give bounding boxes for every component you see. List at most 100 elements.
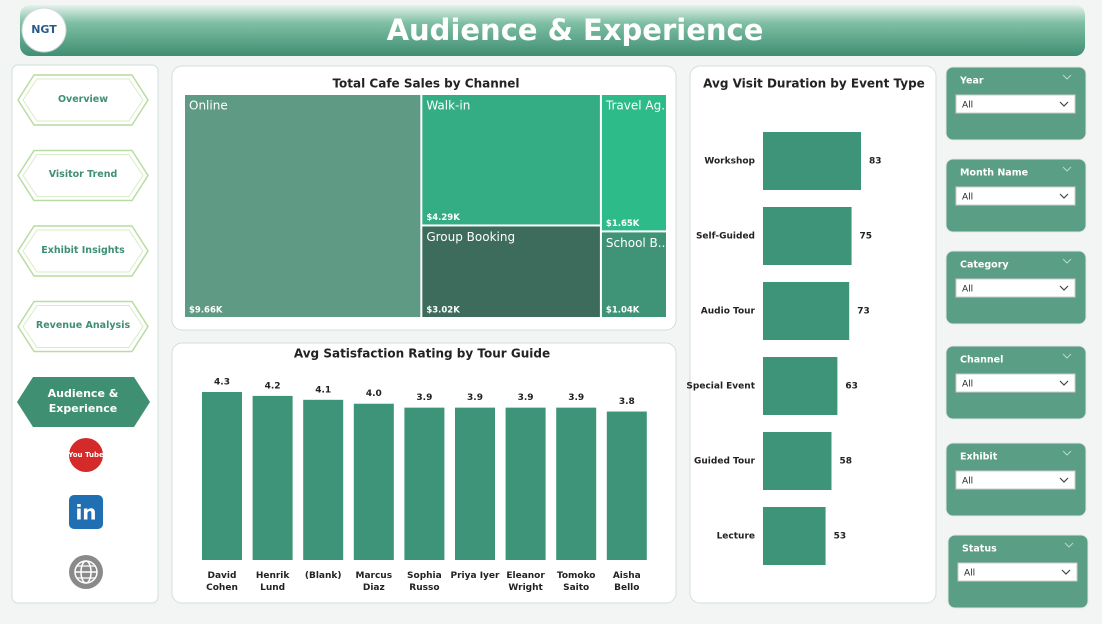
dropdown[interactable]: [955, 278, 1076, 298]
tile-label: Group Booking: [426, 230, 515, 244]
dropdown-value: All: [962, 193, 973, 203]
data-label: 73: [857, 307, 870, 317]
tile-label: School B...: [606, 236, 669, 250]
data-label: 3.9: [416, 393, 432, 403]
treemap-tile[interactable]: [601, 95, 666, 231]
nav-label[interactable]: Overview: [57, 93, 109, 105]
bar[interactable]: [763, 357, 838, 415]
treemap-tile[interactable]: [422, 226, 600, 317]
dropdown[interactable]: [955, 470, 1076, 490]
youtube-icon[interactable]: [69, 438, 103, 472]
chart-title: Avg Visit Duration by Event Type: [703, 77, 925, 91]
bar[interactable]: [763, 132, 861, 190]
data-label: 3.8: [619, 397, 635, 407]
dropdown[interactable]: [955, 94, 1076, 114]
data-label: 4.3: [214, 378, 230, 388]
nav-item-inner: [22, 78, 144, 122]
nav-item[interactable]: [17, 377, 150, 427]
tile-value: $1.65K: [606, 219, 640, 229]
collapse-icon: [1062, 166, 1072, 172]
bar[interactable]: [303, 399, 344, 560]
dropdown[interactable]: [957, 562, 1078, 582]
bar[interactable]: [252, 395, 293, 560]
treemap-tile[interactable]: [422, 95, 600, 225]
data-label: 75: [860, 232, 873, 242]
data-label: 4.1: [315, 385, 331, 395]
nav-label[interactable]: Revenue Analysis: [35, 320, 131, 332]
bar[interactable]: [202, 392, 242, 560]
logo: NGT: [31, 23, 57, 36]
tile-label: Online: [189, 99, 228, 113]
dropdown[interactable]: [955, 186, 1076, 206]
nav-label[interactable]: Visitor Trend: [48, 169, 118, 181]
bar[interactable]: [606, 411, 647, 560]
nav-item[interactable]: [17, 149, 149, 202]
nav-label[interactable]: Audience & Experience: [47, 387, 119, 415]
treemap-tile[interactable]: [185, 95, 421, 317]
bar[interactable]: [763, 507, 826, 565]
dropdown-arrow: [1059, 285, 1069, 291]
dropdown-arrow: [1059, 193, 1069, 199]
tile-value: $4.29K: [426, 213, 460, 223]
tile-value: $3.02K: [426, 306, 460, 316]
dropdown-value: All: [962, 477, 973, 487]
dropdown[interactable]: [955, 373, 1076, 393]
bar[interactable]: [763, 282, 850, 340]
header-bar: [20, 5, 1085, 56]
data-label: 3.9: [518, 393, 534, 403]
bar[interactable]: [505, 407, 546, 560]
collapse-icon: [1062, 258, 1072, 264]
filter-label: Exhibit: [960, 452, 998, 463]
x-tick-label: Tomoko Saito: [556, 571, 596, 593]
y-tick-label: Audio Tour: [701, 307, 756, 317]
linkedin-icon[interactable]: [69, 495, 103, 529]
collapse-icon: [1062, 353, 1072, 359]
bar[interactable]: [763, 432, 832, 490]
nav-item[interactable]: [17, 300, 149, 353]
y-tick-label: Self-Guided: [696, 232, 755, 242]
nav-label[interactable]: Exhibit Insights: [41, 244, 125, 256]
nav-item[interactable]: [17, 225, 149, 277]
x-tick-label: (Blank): [304, 571, 342, 581]
x-tick-label: Sophia Russo: [407, 571, 442, 593]
nav-item[interactable]: [17, 74, 149, 126]
dropdown-arrow: [1061, 569, 1071, 575]
bar[interactable]: [404, 407, 445, 560]
nav-item-inner: [22, 305, 144, 348]
filter-label: Month Name: [960, 168, 1028, 179]
bar[interactable]: [556, 407, 597, 560]
x-tick-label: Aisha Bello: [612, 571, 641, 593]
y-tick-label: Lecture: [717, 532, 755, 542]
data-label: 4.0: [366, 389, 382, 399]
filter-label: Channel: [960, 355, 1003, 366]
web-icon[interactable]: [69, 555, 103, 589]
nav-item-inner: [22, 229, 144, 273]
dropdown-value: All: [962, 285, 973, 295]
bar[interactable]: [763, 207, 852, 265]
collapse-icon: [1062, 450, 1072, 456]
data-label: 58: [839, 457, 852, 467]
x-tick-label: Marcus Diaz: [355, 571, 393, 593]
data-label: 83: [869, 157, 882, 167]
dropdown-arrow: [1059, 477, 1069, 483]
dropdown-arrow: [1059, 380, 1069, 386]
treemap-tile[interactable]: [601, 232, 666, 317]
chart-title: Avg Satisfaction Rating by Tour Guide: [294, 347, 550, 361]
data-label: 53: [834, 532, 847, 542]
x-tick-label: Priya Iyer: [450, 571, 500, 581]
bar[interactable]: [353, 403, 394, 560]
collapse-icon: [1064, 542, 1074, 548]
y-tick-label: Guided Tour: [694, 457, 756, 467]
tile-value: $1.04K: [606, 306, 640, 316]
x-tick-label: Eleanor Wright: [506, 571, 545, 593]
tile-label: Travel Ag...: [605, 99, 673, 113]
dropdown-arrow: [1059, 101, 1069, 107]
y-tick-label: Workshop: [704, 157, 755, 167]
filter-label: Status: [962, 544, 997, 555]
data-label: 3.9: [467, 393, 483, 403]
tile-label: Walk-in: [426, 99, 470, 113]
x-tick-label: Henrik Lund: [255, 571, 290, 593]
dropdown-value: All: [962, 380, 973, 390]
bar[interactable]: [455, 407, 495, 560]
